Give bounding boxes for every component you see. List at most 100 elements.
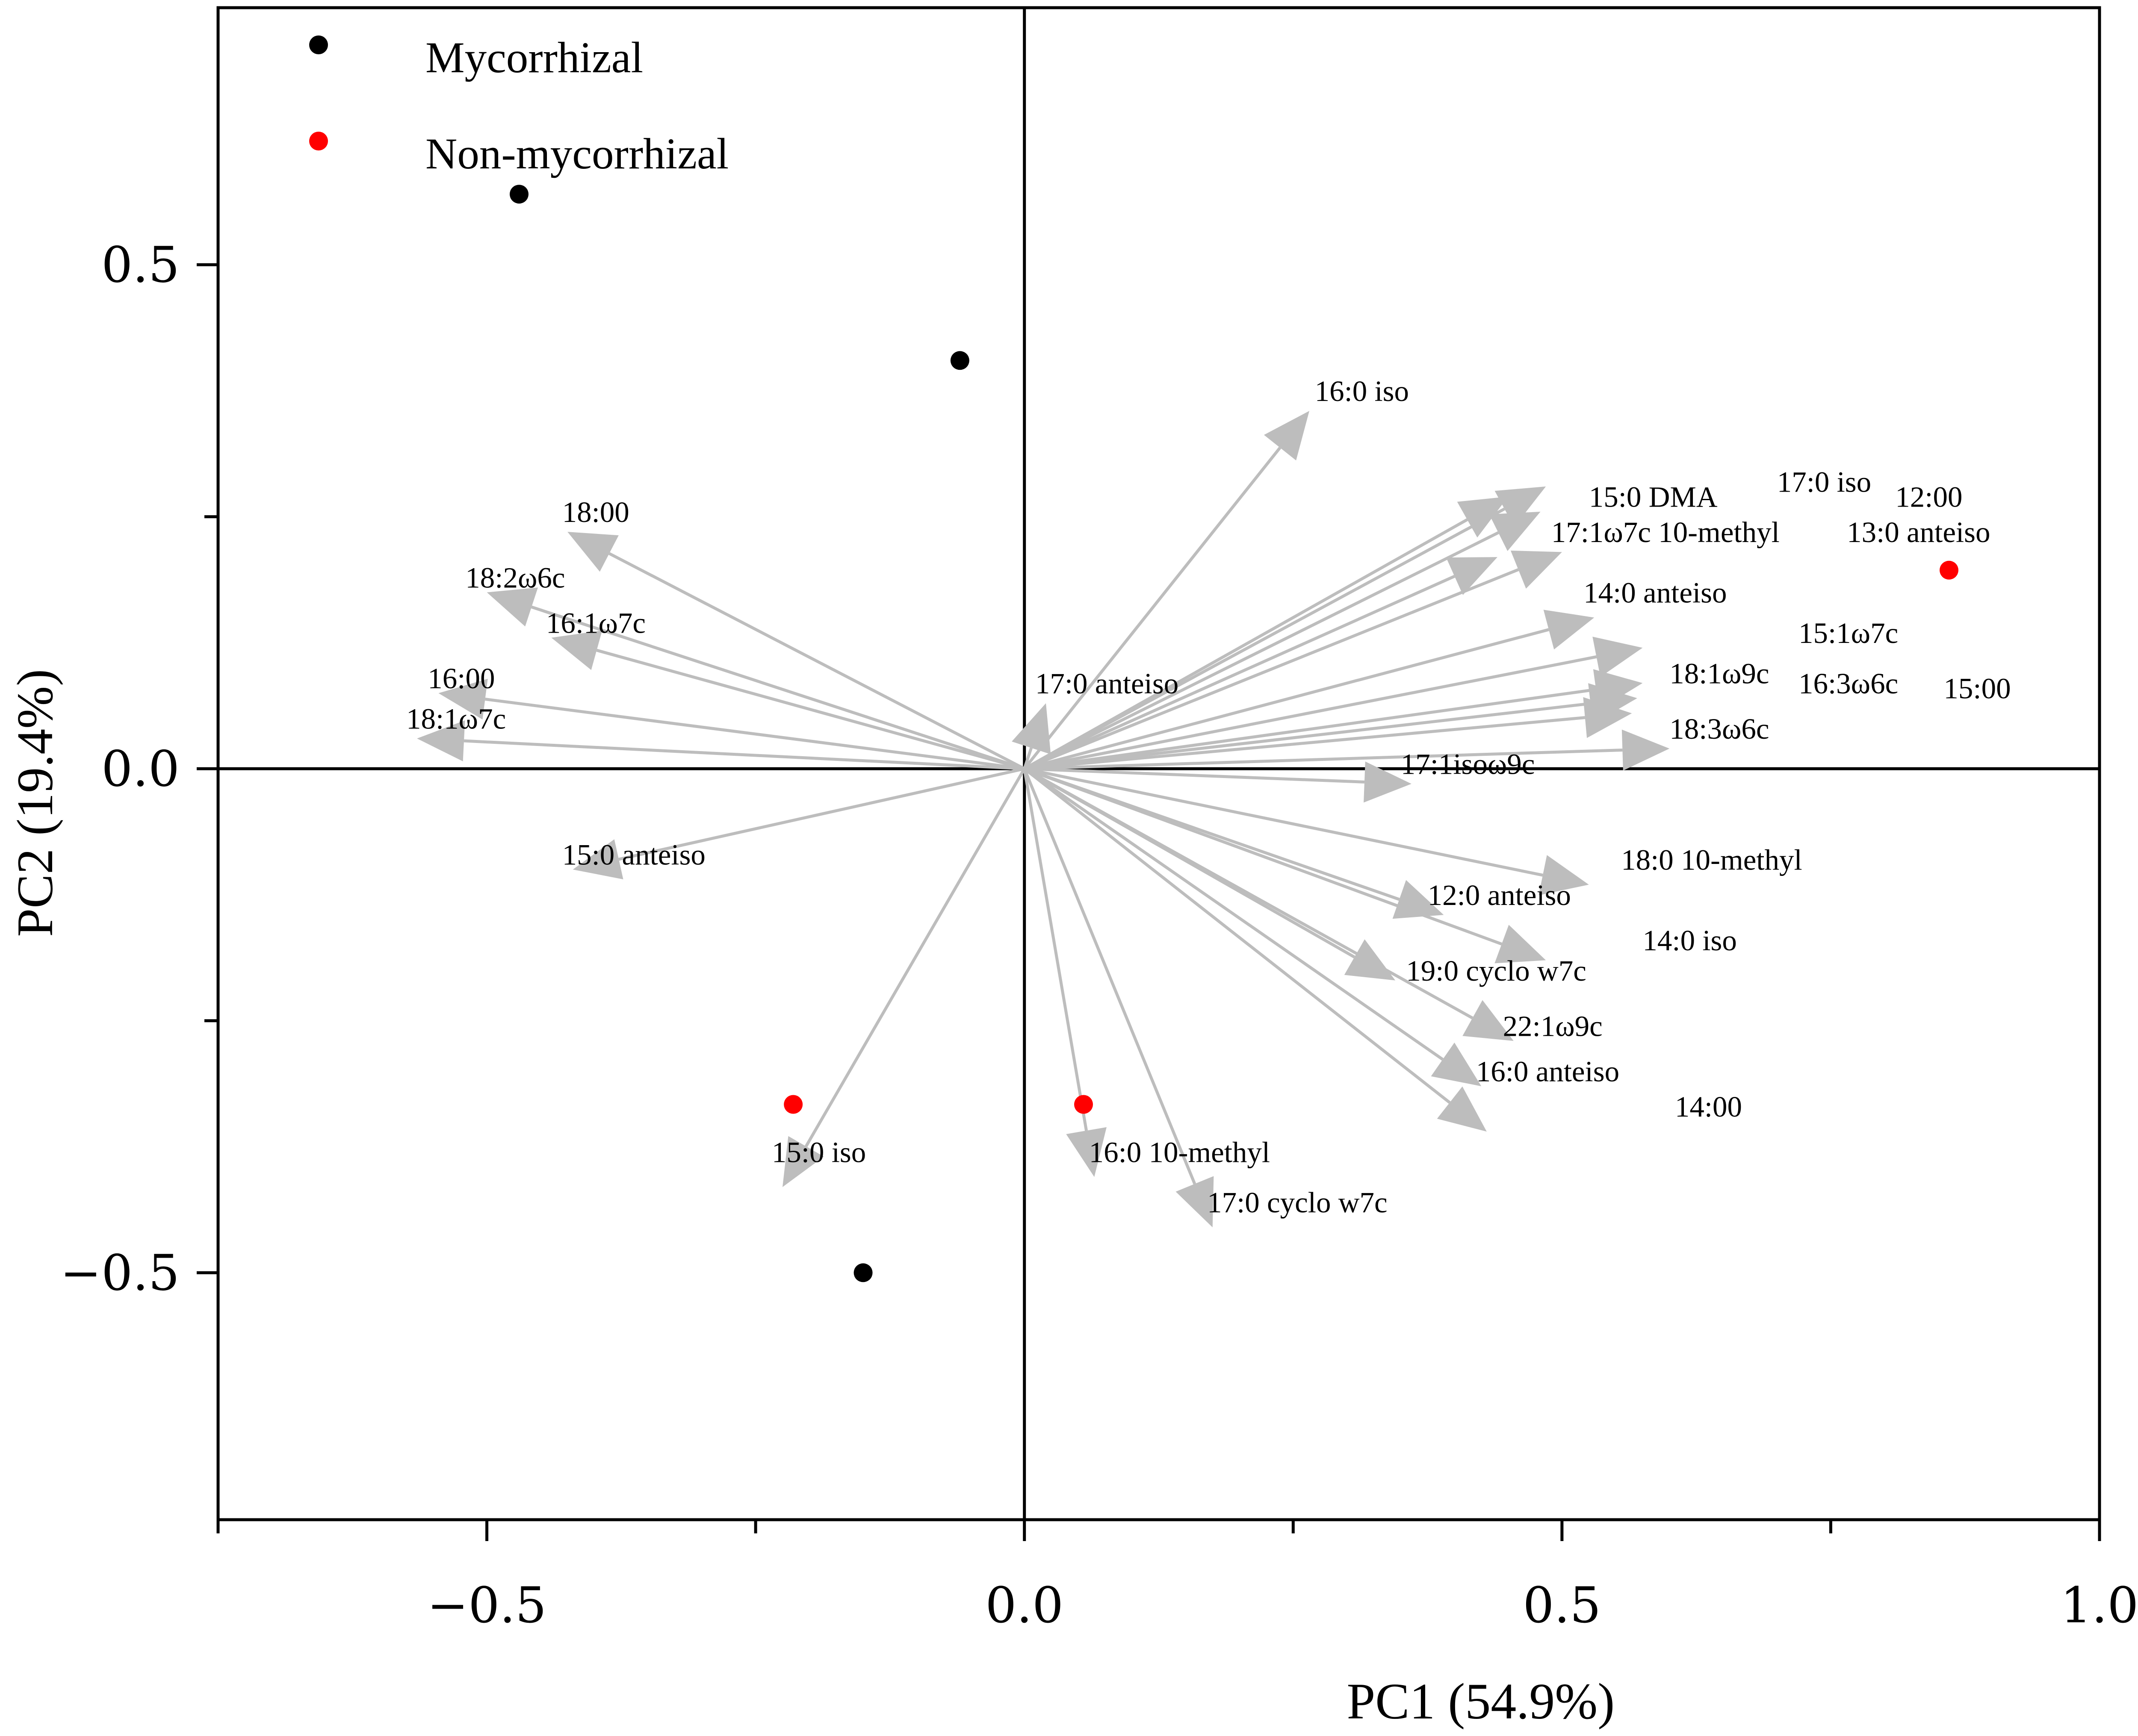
arrow-head bbox=[1489, 512, 1541, 551]
loading-label: 16:1ω7c bbox=[546, 607, 646, 639]
loading-arrow bbox=[438, 678, 1025, 770]
y-tick-label: 0.0 bbox=[101, 740, 180, 798]
loading-arrow bbox=[551, 630, 1025, 770]
arrow-shaft bbox=[1023, 767, 1451, 1104]
arrow-head bbox=[1494, 486, 1546, 527]
loading-arrows bbox=[417, 411, 1670, 1228]
loading-label: 17:0 cyclo w7c bbox=[1207, 1186, 1388, 1219]
x-tick-label: 0.5 bbox=[1523, 1577, 1601, 1634]
loading-label: 16:0 10-methyl bbox=[1089, 1136, 1270, 1168]
loading-label: 18:1ω9c bbox=[1669, 657, 1769, 690]
loading-label: 15:00 bbox=[1943, 672, 2011, 705]
arrow-head bbox=[783, 1136, 824, 1187]
arrow-shaft bbox=[1024, 688, 1596, 770]
arrow-shaft bbox=[608, 552, 1025, 770]
loading-arrow bbox=[1024, 761, 1412, 803]
arrow-shaft bbox=[1023, 518, 1468, 770]
plot-frame bbox=[216, 6, 2101, 1521]
arrow-head bbox=[573, 839, 623, 879]
loading-arrow bbox=[1024, 557, 1497, 770]
arrow-shaft bbox=[1024, 575, 1456, 770]
arrow-shaft bbox=[1024, 767, 1365, 784]
x-tick-label: −0.5 bbox=[427, 1577, 546, 1634]
loading-label: 18:3ω6c bbox=[1669, 713, 1769, 745]
x-tick-label: 1.0 bbox=[2061, 1577, 2138, 1634]
arrow-shaft bbox=[1024, 531, 1499, 770]
arrow-head bbox=[1494, 925, 1546, 964]
sample-point bbox=[510, 185, 529, 204]
arrow-shaft bbox=[1023, 447, 1282, 770]
loading-label: 12:0 anteiso bbox=[1428, 879, 1571, 911]
arrow-head bbox=[1012, 703, 1051, 755]
arrow-shaft bbox=[1023, 747, 1033, 769]
loading-label: 16:00 bbox=[428, 662, 495, 695]
loading-label: 18:0 10-methyl bbox=[1621, 844, 1802, 876]
arrow-head bbox=[567, 532, 619, 572]
arrow-shaft bbox=[805, 768, 1026, 1147]
loading-arrow bbox=[573, 767, 1025, 879]
arrow-head bbox=[1446, 557, 1497, 595]
sample-points bbox=[510, 185, 1958, 1282]
loading-label: 14:0 iso bbox=[1642, 924, 1736, 957]
loading-arrow bbox=[1012, 703, 1051, 769]
loading-arrow bbox=[1023, 411, 1309, 770]
loading-arrow bbox=[1024, 637, 1643, 770]
loading-label: 18:2ω6c bbox=[465, 561, 565, 594]
x-axis-title: PC1 (54.9%) bbox=[1347, 1673, 1615, 1730]
loading-arrow bbox=[417, 720, 1025, 770]
loading-label: 17:0 anteiso bbox=[1035, 667, 1178, 700]
arrow-head bbox=[487, 587, 538, 627]
legend-marker bbox=[309, 132, 328, 150]
loading-arrow bbox=[1023, 496, 1509, 770]
arrow-head bbox=[551, 630, 602, 670]
arrow-head bbox=[1621, 729, 1670, 771]
y-tick-label: 0.5 bbox=[101, 236, 180, 294]
loading-label: 17:1isoω9c bbox=[1401, 748, 1535, 781]
arrow-head bbox=[1175, 1176, 1214, 1228]
plot-border bbox=[216, 6, 2101, 1521]
loading-label: 14:00 bbox=[1675, 1091, 1742, 1123]
loading-arrow bbox=[1024, 697, 1632, 770]
arrow-shaft bbox=[1024, 568, 1519, 770]
loading-arrow bbox=[1024, 550, 1562, 770]
loading-arrow bbox=[1023, 768, 1107, 1177]
loading-label: 17:1ω7c 10-methyl bbox=[1551, 516, 1780, 548]
zero-lines bbox=[218, 8, 2100, 1520]
arrow-shaft bbox=[1024, 767, 1543, 877]
loading-arrow bbox=[1024, 729, 1670, 771]
sample-point bbox=[1074, 1095, 1093, 1114]
arrow-head bbox=[1592, 637, 1643, 677]
loading-arrow bbox=[783, 768, 1026, 1187]
loading-arrow bbox=[567, 532, 1025, 770]
arrow-head bbox=[438, 678, 488, 720]
loading-label: 15:0 DMA bbox=[1589, 481, 1718, 513]
loading-label: 16:0 iso bbox=[1315, 375, 1409, 407]
arrow-shaft bbox=[1024, 716, 1586, 770]
arrow-shaft bbox=[1024, 702, 1591, 770]
arrow-head bbox=[1066, 1127, 1107, 1177]
loading-arrow bbox=[1024, 767, 1546, 964]
arrow-head bbox=[1457, 496, 1509, 538]
loading-arrow bbox=[487, 587, 1025, 770]
loading-label: 12:00 bbox=[1895, 481, 1962, 513]
arrow-shaft bbox=[1023, 768, 1088, 1131]
arrow-head bbox=[1583, 697, 1632, 738]
arrow-head bbox=[1539, 855, 1589, 896]
sample-point bbox=[853, 1263, 873, 1282]
arrow-shaft bbox=[464, 739, 1025, 770]
arrow-head bbox=[1264, 411, 1309, 461]
loading-label: 18:00 bbox=[562, 496, 629, 528]
loading-label: 16:3ω6c bbox=[1798, 667, 1898, 700]
legend-marker bbox=[309, 35, 328, 54]
arrow-shaft bbox=[1023, 768, 1196, 1185]
loading-label: 15:1ω7c bbox=[1798, 617, 1898, 649]
sample-point bbox=[950, 351, 969, 370]
sample-point bbox=[784, 1095, 803, 1114]
loading-labels: 16:0 iso 15:0 DMA 17:0 iso 12:00 17:1ω7c 10-… bbox=[406, 375, 2011, 1219]
loading-arrow bbox=[1024, 610, 1595, 770]
loading-label: 17:0 iso bbox=[1777, 466, 1871, 498]
legend: Mycorrhizal Non-mycorrhizal bbox=[309, 33, 729, 178]
loading-label: 19:0 cyclo w7c bbox=[1406, 955, 1586, 987]
arrow-shaft bbox=[1024, 767, 1503, 946]
